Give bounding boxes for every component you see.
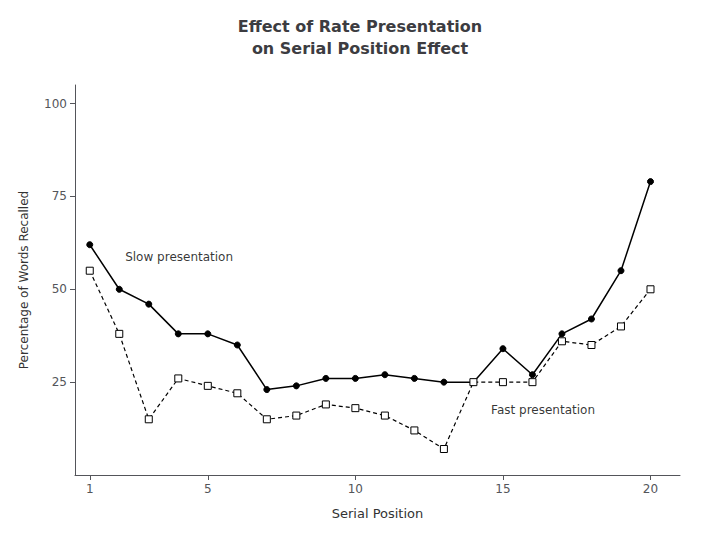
svg-text:50: 50 [52, 282, 67, 296]
svg-text:25: 25 [52, 375, 67, 389]
svg-text:Percentage of Words Recalled: Percentage of Words Recalled [17, 191, 31, 369]
svg-text:on Serial Position Effect: on Serial Position Effect [252, 39, 469, 58]
svg-text:Effect of Rate Presentation: Effect of Rate Presentation [238, 17, 482, 36]
svg-text:20: 20 [643, 482, 658, 496]
svg-text:75: 75 [52, 189, 67, 203]
svg-text:Slow presentation: Slow presentation [125, 250, 233, 264]
svg-text:100: 100 [44, 97, 67, 111]
svg-text:5: 5 [204, 482, 212, 496]
svg-text:15: 15 [495, 482, 510, 496]
svg-text:10: 10 [348, 482, 363, 496]
svg-text:Serial Position: Serial Position [332, 506, 424, 521]
svg-text:Fast presentation: Fast presentation [491, 403, 595, 417]
svg-text:1: 1 [86, 482, 94, 496]
